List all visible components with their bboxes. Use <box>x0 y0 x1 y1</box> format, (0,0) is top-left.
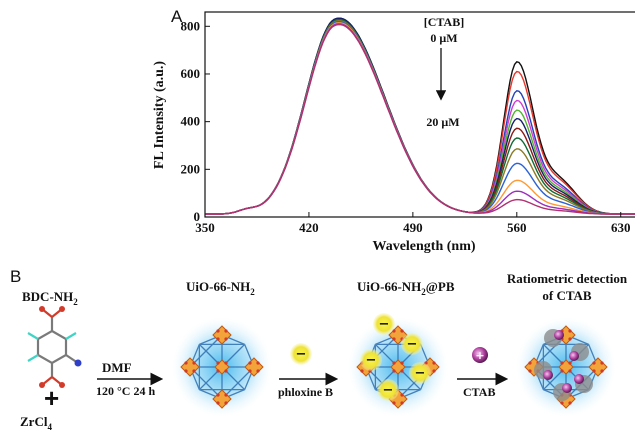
mof2-crystal <box>348 317 448 417</box>
spectrum-line-12 <box>205 23 635 215</box>
plus-sign: + <box>44 383 59 413</box>
x-axis-label: Wavelength (nm) <box>372 239 475 254</box>
y-tick-label: 200 <box>181 161 201 176</box>
step2-bottom-label: phloxine B <box>278 385 333 399</box>
legend-end: 20 μM <box>426 115 459 129</box>
x-tick-label: 490 <box>403 220 423 235</box>
mof1-crystal <box>172 317 272 417</box>
spectrum-line-2 <box>205 18 635 215</box>
svg-text:−: − <box>407 337 418 352</box>
chart-a: 350 420 490 560 630 0 200 400 600 800 Wavelength… <box>152 11 635 254</box>
spectrum-line-4 <box>205 17 635 215</box>
y-tick-layer: 0 200 400 600 800 <box>181 18 210 224</box>
step1-top-label: DMF <box>102 360 132 375</box>
svg-text:−: − <box>366 353 377 368</box>
bdc-molecule <box>27 306 82 388</box>
y-tick-label: 600 <box>181 66 201 81</box>
chart-a-plot-frame <box>204 11 635 218</box>
mof1-label: UiO-66-NH2 <box>186 279 255 297</box>
spectrum-line-8 <box>205 18 635 215</box>
svg-text:−: − <box>383 383 394 398</box>
y-tick-label: 800 <box>181 18 201 33</box>
zr-cluster <box>180 357 200 377</box>
dye-molecule <box>290 343 312 365</box>
legend-start: 0 μM <box>430 31 457 45</box>
spectrum-line-6 <box>205 17 635 215</box>
y-tick-label: 0 <box>194 209 201 224</box>
zr-cluster <box>390 359 406 375</box>
spectrum-line-3 <box>205 19 635 215</box>
x-tick-layer: 350 420 490 560 630 <box>195 212 630 235</box>
reactant-label: BDC-NH2 <box>22 289 78 307</box>
spectrum-line-5 <box>205 19 635 215</box>
zr-cluster <box>588 357 608 377</box>
x-tick-label: 350 <box>195 220 215 235</box>
spectrum-line-7 <box>205 20 635 215</box>
metal-label: ZrCl4 <box>20 414 52 432</box>
zr-cluster <box>212 389 232 409</box>
zr-cluster <box>212 325 232 345</box>
final-label-line2: of CTAB <box>542 288 592 303</box>
x-tick-label: 420 <box>299 220 319 235</box>
x-tick-label: 630 <box>611 220 631 235</box>
mof-framework <box>189 334 255 400</box>
panel-b-letter: B <box>10 267 21 286</box>
final-label-line1: Ratiometric detection <box>507 271 628 286</box>
ctab-charge: + <box>475 349 484 362</box>
mof2-label: UiO-66-NH2@PB <box>357 279 455 297</box>
zr-cluster <box>558 359 574 375</box>
spectrum-line-10 <box>205 20 635 215</box>
step3-bottom-label: CTAB <box>463 385 495 399</box>
zr-cluster <box>214 359 230 375</box>
svg-text:−: − <box>415 366 426 381</box>
dye-ctab-complexes <box>534 329 593 401</box>
series-layer <box>205 17 635 215</box>
zr-cluster <box>244 357 264 377</box>
y-axis-label: FL Intensity (a.u.) <box>152 61 167 169</box>
y-tick-label: 400 <box>181 114 201 129</box>
ctab-molecule <box>472 347 488 363</box>
mof3-crystal <box>516 317 616 417</box>
svg-text:−: − <box>379 317 390 332</box>
dye-charge: − <box>296 347 307 362</box>
step1-bottom-label: 120 °C 24 h <box>96 384 155 398</box>
spectrum-line-11 <box>205 22 635 215</box>
adsorbed-dyes: − − − − − <box>360 313 431 401</box>
spectrum-line-9 <box>205 19 635 215</box>
spectrum-line-13 <box>205 23 635 215</box>
panel-a-letter: A <box>171 7 183 26</box>
legend-title: [CTAB] <box>424 15 464 29</box>
x-tick-label: 560 <box>507 220 527 235</box>
spectrum-line-1 <box>205 17 635 215</box>
